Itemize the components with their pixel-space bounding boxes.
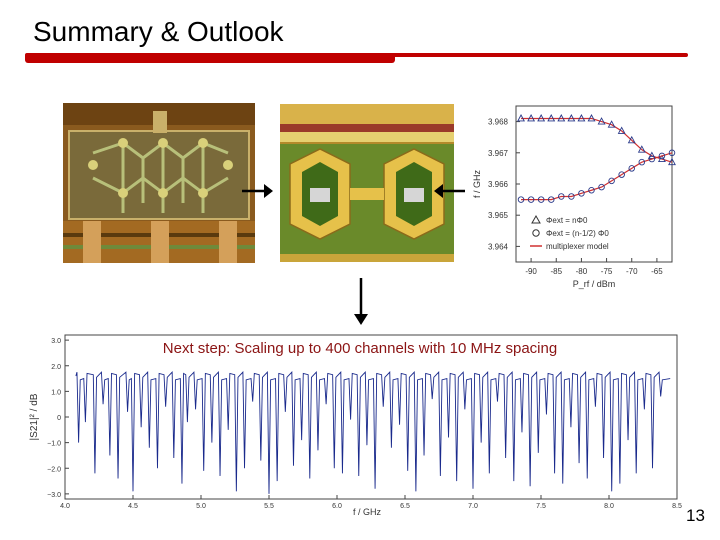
- top-point-circle: [578, 190, 585, 197]
- page-number: 13: [686, 506, 705, 525]
- top-model-line: [521, 152, 673, 201]
- bottom-y-tick-label: −1.0: [47, 441, 61, 448]
- top-point-circle: [628, 165, 635, 172]
- top-x-tick-label: -80: [576, 267, 588, 276]
- top-point-circle: [537, 196, 545, 203]
- top-point-triangle: [668, 157, 676, 166]
- arrow-down-icon: [354, 278, 368, 325]
- transmission-spectrum-chart: 3.0 2.0 1.0 0 −1.0 −2.0 −3.0 4.0 4.5 5.0 5.5 6.0 6.…: [27, 327, 691, 520]
- bottom-y-tick-label: 0: [57, 415, 61, 422]
- top-point-circle: [517, 196, 525, 203]
- bottom-y-tick-label: −3.0: [47, 492, 61, 499]
- top-point-triangle: [557, 114, 566, 122]
- top-point-triangle: [577, 114, 586, 122]
- top-point-triangle: [567, 114, 576, 122]
- bottom-chart-ylabel: |S21|² / dB: [29, 393, 40, 440]
- top-chart-legend: Φext = nΦ0 Φext = (n-1/2) Φ0 multiplexer…: [530, 214, 609, 251]
- legend-label-circle: Φext = (n-1/2) Φ0: [546, 229, 609, 238]
- slide-title: Summary & Outlook: [33, 16, 284, 47]
- bottom-x-tick-label: 7.5: [536, 503, 546, 510]
- top-y-tick-label: 3.964: [488, 242, 509, 251]
- top-point-circle: [547, 196, 555, 203]
- top-point-circle: [598, 183, 605, 191]
- top-point-triangle: [587, 114, 596, 122]
- top-point-circle: [527, 196, 535, 203]
- top-chart-xlabel: P_rf / dBm: [573, 279, 616, 289]
- legend-label-triangle: Φext = nΦ0: [546, 216, 588, 225]
- top-x-tick-label: -90: [525, 267, 537, 276]
- bottom-x-tick-label: 7.0: [468, 503, 478, 510]
- top-point-triangle: [547, 114, 556, 122]
- top-point-triangle: [537, 114, 546, 122]
- top-point-circle: [608, 177, 615, 185]
- top-point-circle: [638, 158, 646, 166]
- top-point-triangle: [637, 145, 646, 153]
- outlook-caption-text: Next step: Scaling up to 400 channels wi…: [162, 340, 558, 357]
- top-x-tick-label: -75: [601, 267, 613, 276]
- top-point-triangle: [627, 135, 636, 144]
- bottom-x-tick-label: 8.0: [604, 503, 614, 510]
- top-point-triangle: [527, 114, 536, 122]
- top-y-tick-label: 3.966: [488, 180, 509, 189]
- bottom-x-tick-label: 6.5: [400, 503, 410, 510]
- top-point-triangle: [517, 114, 525, 122]
- legend-label-model: multiplexer model: [546, 242, 609, 251]
- top-x-tick-label: -65: [651, 267, 663, 276]
- resonator-closeup-photo: [280, 104, 454, 262]
- top-y-tick-label: 3.968: [488, 118, 509, 127]
- top-point-triangle: [617, 126, 626, 134]
- bottom-x-tick-label: 4.5: [128, 503, 138, 510]
- top-point-circle: [568, 193, 575, 200]
- arrow-right-icon: [242, 184, 273, 198]
- bottom-x-tick-label: 4.0: [60, 503, 70, 510]
- title-rule-thick: [25, 53, 395, 63]
- bottom-y-tick-label: −2.0: [47, 466, 61, 473]
- top-model-line: [521, 117, 673, 163]
- bottom-x-tick-label: 8.5: [672, 503, 682, 510]
- bottom-y-tick-label: 2.0: [51, 364, 61, 371]
- transmission-trace: [75, 371, 671, 494]
- top-point-circle: [618, 171, 625, 178]
- bottom-x-tick-label: 6.0: [332, 503, 342, 510]
- top-x-tick-label: -85: [550, 267, 562, 276]
- outlook-caption: Next step: Scaling up to 400 channels wi…: [0, 340, 720, 357]
- top-x-tick-label: -70: [626, 267, 638, 276]
- top-point-triangle: [597, 117, 606, 125]
- bottom-x-tick-label: 5.0: [196, 503, 206, 510]
- top-point-circle: [648, 155, 656, 163]
- top-point-triangle: [607, 120, 616, 128]
- top-point-circle: [668, 149, 676, 157]
- multiplexer-chip-photo: [63, 103, 255, 263]
- top-y-tick-label: 3.967: [488, 149, 509, 158]
- top-point-circle: [558, 193, 565, 200]
- top-point-circle: [658, 152, 666, 160]
- top-y-tick-label: 3.965: [488, 211, 509, 220]
- arrow-left-icon: [434, 184, 465, 198]
- bottom-y-tick-label: 3.0: [51, 338, 61, 345]
- bottom-y-tick-label: 1.0: [51, 389, 61, 396]
- bottom-x-tick-label: 5.5: [264, 503, 274, 510]
- bottom-chart-xlabel: f / GHz: [353, 507, 382, 517]
- frequency-vs-power-chart: 3.968 3.967 3.966 3.965 3.964 -90 -85 -80 -75 -7…: [468, 100, 680, 290]
- top-point-circle: [588, 186, 595, 194]
- top-chart-ylabel: f / GHz: [472, 170, 482, 199]
